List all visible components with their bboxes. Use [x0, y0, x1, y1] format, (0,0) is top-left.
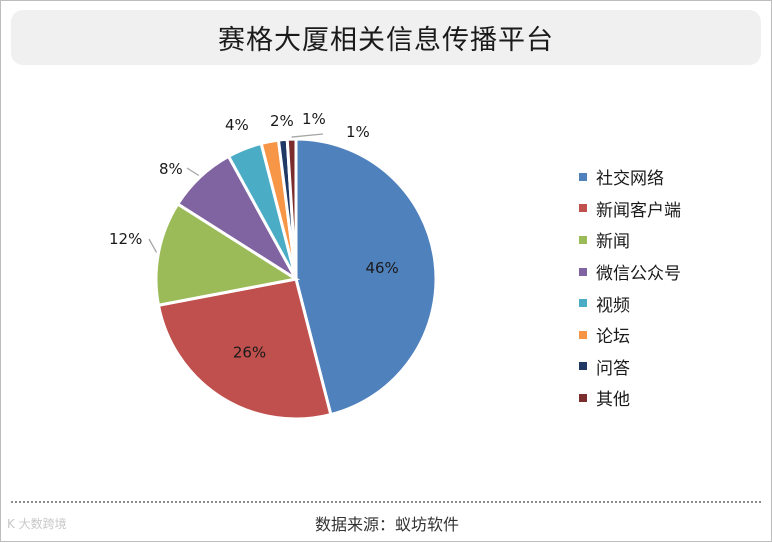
legend-item-1: 社交网络	[579, 161, 759, 193]
data-label-8: 1%	[346, 123, 370, 141]
legend-swatch-5	[579, 299, 587, 308]
pie-slice-2	[156, 277, 333, 421]
leader-line-3	[148, 238, 158, 253]
legend-item-3: 新闻	[579, 224, 759, 256]
legend-item-4: 微信公众号	[579, 256, 759, 288]
legend-item-6: 论坛	[579, 319, 759, 351]
data-label-2: 26%	[233, 343, 266, 361]
source-text: 数据来源：蚁坊软件	[314, 515, 459, 534]
pie-slice-8	[285, 137, 298, 280]
leader-line-4	[186, 167, 200, 177]
legend-label-5: 视频	[596, 295, 630, 316]
legend-swatch-7	[579, 362, 587, 371]
footer-divider	[11, 501, 761, 503]
legend-swatch-3	[579, 235, 587, 244]
title-bar: 赛格大厦相关信息传播平台	[11, 10, 761, 65]
watermark-text: K 大数跨境	[7, 517, 67, 531]
legend-swatch-1	[579, 172, 587, 181]
pie-slice-3	[154, 201, 301, 307]
data-label-4: 8%	[159, 160, 183, 178]
leader-line-8	[291, 133, 324, 138]
legend-item-7: 问答	[579, 351, 759, 383]
legend-swatch-6	[579, 330, 587, 339]
data-label-6: 2%	[270, 112, 294, 130]
data-label-5: 4%	[225, 116, 249, 134]
legend-swatch-2	[579, 204, 587, 213]
data-label-7: 1%	[302, 110, 326, 128]
data-label-1: 46%	[365, 259, 398, 277]
legend-label-4: 微信公众号	[596, 264, 681, 285]
legend-label-2: 新闻客户端	[596, 200, 681, 221]
legend-swatch-8	[579, 393, 587, 402]
chart-title: 赛格大厦相关信息传播平台	[218, 25, 554, 56]
legend-label-3: 新闻	[596, 232, 630, 253]
legend-swatch-4	[579, 267, 587, 276]
legend: 社交网络新闻客户端新闻微信公众号视频论坛问答其他	[579, 161, 759, 414]
legend-label-1: 社交网络	[596, 169, 664, 190]
legend-item-5: 视频	[579, 287, 759, 319]
pie-slice-1	[294, 137, 438, 417]
legend-label-8: 其他	[596, 390, 630, 411]
legend-item-2: 新闻客户端	[579, 193, 759, 225]
data-label-3: 12%	[109, 230, 142, 248]
legend-label-6: 论坛	[596, 327, 630, 348]
legend-label-7: 问答	[596, 358, 630, 379]
legend-item-8: 其他	[579, 382, 759, 414]
